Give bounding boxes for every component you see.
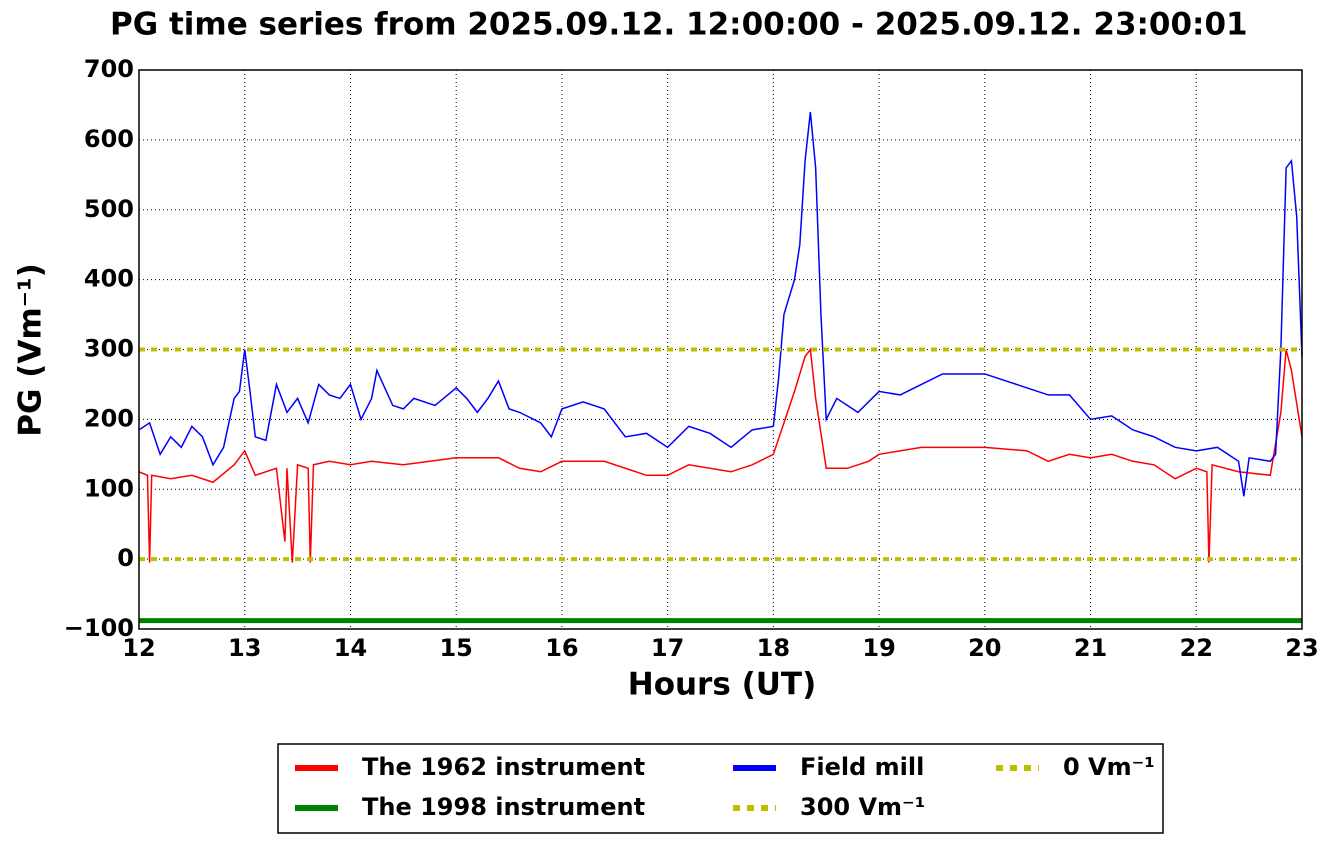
x-tick-label: 17 xyxy=(651,634,684,662)
y-tick-label: 100 xyxy=(84,474,134,502)
y-tick-label: 300 xyxy=(84,335,134,363)
series-line xyxy=(138,111,1303,497)
legend-label: Field mill xyxy=(800,753,924,781)
x-tick-label: 15 xyxy=(439,634,472,662)
x-tick-label: 14 xyxy=(334,634,367,662)
x-tick-label: 21 xyxy=(1074,634,1107,662)
y-tick-label: 700 xyxy=(84,55,134,83)
chart-title: PG time series from 2025.09.12. 12:00:00… xyxy=(110,7,1248,43)
y-tick-label: 400 xyxy=(84,265,134,293)
x-tick-label: 19 xyxy=(862,634,895,662)
legend-label: The 1998 instrument xyxy=(362,793,645,821)
x-tick-label: 18 xyxy=(757,634,790,662)
legend-label: 300 Vm⁻¹ xyxy=(800,793,925,821)
x-tick-label: 23 xyxy=(1285,634,1318,662)
x-axis-label: Hours (UT) xyxy=(628,667,817,703)
legend-box xyxy=(277,743,1164,834)
legend-label: 0 Vm⁻¹ xyxy=(1063,753,1155,781)
x-tick-label: 16 xyxy=(545,634,578,662)
y-tick-label: 500 xyxy=(84,195,134,223)
y-tick-label: 0 xyxy=(117,544,134,572)
y-tick-label: 600 xyxy=(84,125,134,153)
x-tick-label: 13 xyxy=(228,634,261,662)
y-tick-label: 200 xyxy=(84,404,134,432)
x-tick-label: 12 xyxy=(122,634,155,662)
y-axis-label: PG (Vm⁻¹) xyxy=(13,263,49,437)
plot-frame xyxy=(138,69,1303,630)
y-tick-label: −100 xyxy=(64,614,134,642)
legend-label: The 1962 instrument xyxy=(362,753,645,781)
x-tick-label: 22 xyxy=(1180,634,1213,662)
series-line xyxy=(138,347,1303,563)
x-tick-label: 20 xyxy=(968,634,1001,662)
